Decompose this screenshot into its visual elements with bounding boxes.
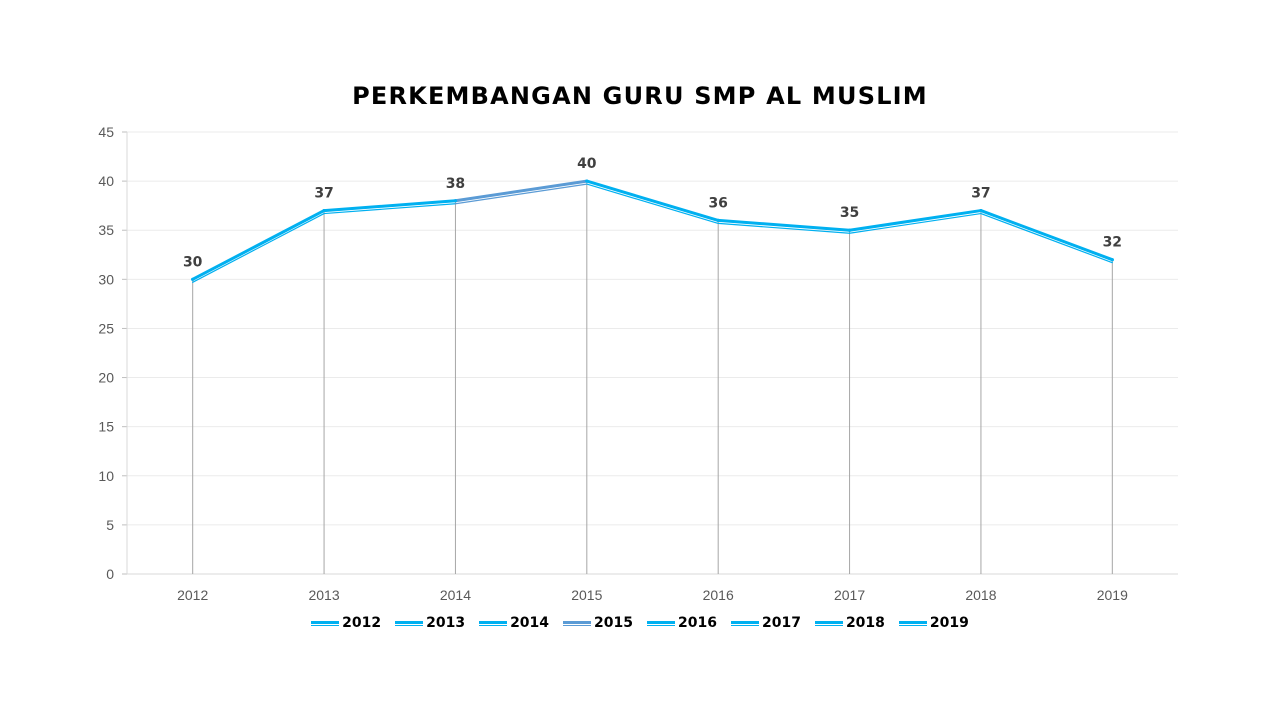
line-segment-shadow-2017 [848,212,982,234]
y-tick-label-0: 0 [106,566,114,582]
legend-swatch-2019 [898,620,927,626]
legend-label-2016: 2016 [678,615,717,631]
legend-label-2018: 2018 [845,615,885,631]
data-point-2015 [585,179,589,183]
data-label-2019: 32 [1103,235,1122,251]
data-label-2016: 36 [708,195,727,211]
legend-swatch-2012 [311,620,340,626]
line-segment-shadow-2018 [980,212,1113,264]
line-segment-shadow-2016 [717,222,851,234]
legend-label-2017: 2017 [761,615,801,631]
data-point-2019 [1110,258,1114,262]
legend-item-2015: 2015 [563,615,633,631]
drop-lines [192,181,1113,574]
line-segment-shadow-2012 [192,212,325,283]
data-label-2013: 37 [314,186,333,202]
x-tick-label-2013: 2013 [308,587,339,603]
y-tick-label-35: 35 [98,222,114,238]
legend-label-2012: 2012 [342,615,382,631]
data-point-2017 [847,228,852,232]
data-point-2012 [191,277,195,281]
legend-swatch-2018 [814,620,843,626]
line-segment-shadow-2014 [454,183,588,205]
legend-swatch-2013 [395,620,424,626]
legend-item-2018: 2018 [814,615,885,631]
x-tick-label-2018: 2018 [965,587,996,603]
x-tick-label-2015: 2015 [571,587,602,603]
legend-swatch-2016 [647,620,675,626]
data-point-2016 [716,218,720,222]
legend-label-2014: 2014 [510,615,550,631]
legend-item-2014: 2014 [479,615,549,631]
data-label-2015: 40 [577,156,597,172]
x-tick-label-2019: 2019 [1097,587,1128,603]
legend-swatch-2014 [479,620,508,626]
data-point-2018 [979,208,983,213]
line-segment-2018-2019 [979,209,1114,262]
y-tick-label-10: 10 [98,468,114,484]
data-labels: 30 37 38 40 36 35 37 32 [183,156,1122,270]
line-segment-shadow-2013 [323,203,457,215]
legend-item-2017: 2017 [730,615,801,631]
legend-swatch-2015 [563,620,592,626]
line-segment-2016-2017 [716,218,852,232]
line-segment-2015-2016 [585,179,720,222]
legend-item-2019: 2019 [898,615,969,631]
legend-item-2016: 2016 [647,615,717,631]
data-point-2013 [322,208,326,213]
data-label-2012: 30 [183,254,203,270]
y-tick-label-45: 45 [98,124,114,140]
y-tick-label-5: 5 [106,517,114,533]
legend-item-2013: 2013 [395,615,465,631]
line-segment-2014-2015 [453,179,589,203]
y-tick-label-20: 20 [98,370,114,386]
legend-label-2015: 2015 [594,615,633,631]
legend-label-2013: 2013 [426,615,466,631]
chart-legend: 2012 2013 2014 2015 2016 2017 2018 2019 [0,615,1280,631]
line-segment-2013-2014 [322,199,457,213]
x-tick-label-2017: 2017 [834,587,865,603]
gridlines [127,131,1178,526]
axes [122,131,1178,575]
y-tick-label-30: 30 [98,271,114,287]
data-label-2014: 38 [446,176,465,192]
data-point-2014 [453,199,458,203]
data-label-2017: 35 [840,205,859,221]
legend-item-2012: 2012 [311,615,381,631]
series-line [191,179,1114,283]
line-segment-2012-2013 [191,209,326,281]
legend-label-2019: 2019 [929,615,969,631]
legend-swatch-2017 [730,620,759,626]
tick-labels: 0 5 10 15 20 25 30 35 40 45 2012 2013 2014 2015 2016 20… [98,124,1128,603]
y-tick-label-25: 25 [98,320,114,336]
x-tick-label-2012: 2012 [177,587,208,603]
line-segment-shadow-2015 [586,183,719,224]
y-tick-label-15: 15 [98,419,114,435]
line-segment-2017-2018 [848,209,983,232]
chart-title: PERKEMBANGAN GURU SMP AL MUSLIM [352,82,928,110]
x-tick-label-2014: 2014 [440,587,471,603]
data-label-2018: 37 [971,186,990,202]
y-tick-label-40: 40 [98,173,114,189]
x-tick-label-2016: 2016 [703,587,734,603]
